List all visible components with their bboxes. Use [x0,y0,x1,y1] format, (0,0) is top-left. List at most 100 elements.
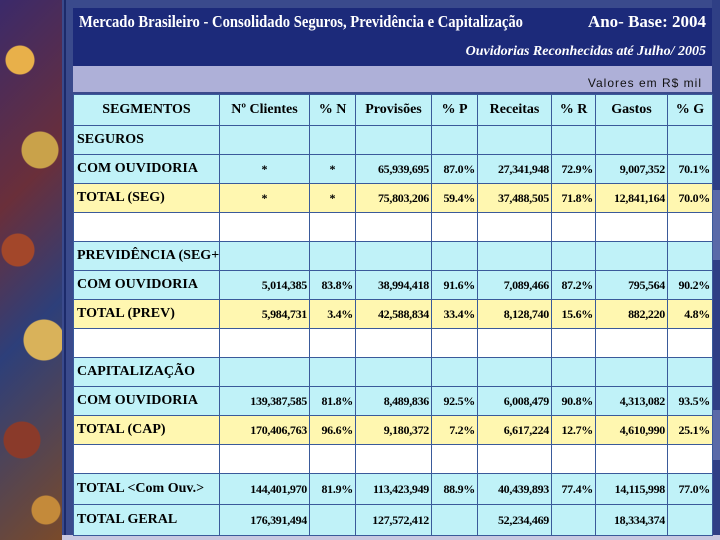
segment-cell: TOTAL (SEG) [73,183,220,213]
value-cell: 87.2% [551,270,596,300]
value-cell: 795,564 [595,270,668,300]
value-cell: 127,572,412 [355,504,432,536]
column-header: % N [309,94,356,126]
market-table: SEGMENTOS Nº Clientes % N Provisões % P … [73,94,713,536]
value-cell: 12,841,164 [595,183,668,213]
table-header-row: SEGMENTOS Nº Clientes % N Provisões % P … [73,94,713,126]
value-cell [667,357,713,387]
value-cell [355,241,432,271]
table-row: COM OUVIDORIA 139,387,585 81.8% 8,489,836 92… [73,386,713,416]
value-cell: 14,115,998 [595,473,668,505]
value-cell: 38,994,418 [355,270,432,300]
table-row: TOTAL <Com Ouv.> 144,401,970 81.9% 113,423,… [73,473,713,505]
value-cell [551,328,596,358]
value-cell [477,328,552,358]
values-note: Valores em R$ mil [587,76,702,90]
value-cell: 65,939,695 [355,154,432,184]
column-header: Provisões [355,94,432,126]
value-cell: 9,180,372 [355,415,432,445]
table-row: COM OUVIDORIA 5,014,385 83.8% 38,994,418 91.… [73,270,713,300]
value-cell: 8,489,836 [355,386,432,416]
segment-cell: COM OUVIDORIA [73,154,220,184]
value-cell: 4,313,082 [595,386,668,416]
report-subtitle: Ouvidorias Reconhecidas até Julho/ 2005 [465,44,706,59]
value-cell [219,241,310,271]
value-cell: * [309,154,356,184]
value-cell: 144,401,970 [219,473,310,505]
value-cell: * [219,154,310,184]
value-cell [219,357,310,387]
segment-cell: TOTAL (CAP) [73,415,220,445]
value-cell [219,212,310,242]
column-header: Receitas [477,94,552,126]
column-header: % G [667,94,713,126]
value-cell: * [309,183,356,213]
value-cell: 77.0% [667,473,713,505]
value-cell: 91.6% [431,270,478,300]
segment-cell [73,328,220,358]
value-cell: 9,007,352 [595,154,668,184]
value-cell: 75,803,206 [355,183,432,213]
value-cell: 882,220 [595,299,668,329]
value-cell [309,444,356,474]
value-cell [355,125,432,155]
value-cell [309,328,356,358]
value-cell [551,212,596,242]
report-panel: Mercado Brasileiro - Consolidado Seguros… [73,8,713,536]
value-cell [355,328,432,358]
segment-cell: COM OUVIDORIA [73,386,220,416]
value-cell: 88.9% [431,473,478,505]
value-cell [431,357,478,387]
value-cell [595,241,668,271]
value-cell [309,241,356,271]
value-cell [595,212,668,242]
value-cell: 15.6% [551,299,596,329]
table-row: TOTAL (CAP) 170,406,763 96.6% 9,180,372 7.2%… [73,415,713,445]
table-row: TOTAL GERAL 176,391,494 127,572,412 52,234,… [73,504,713,536]
decorative-side-art [0,0,62,540]
table-body: SEGUROS COM OUVIDORIA * * 65,939,695 87.0% 27,… [73,125,713,536]
value-cell: 27,341,948 [477,154,552,184]
value-cell [219,444,310,474]
value-cell [667,504,713,536]
table-row: CAPITALIZAÇÃO [73,357,713,387]
column-header: % R [551,94,596,126]
value-cell [355,444,432,474]
value-cell: 3.4% [309,299,356,329]
value-cell [477,357,552,387]
value-cell [431,328,478,358]
value-cell [551,125,596,155]
value-cell: 25.1% [667,415,713,445]
value-cell [309,125,356,155]
value-cell [551,444,596,474]
value-cell: 176,391,494 [219,504,310,536]
bottom-strip [62,535,720,540]
value-cell [667,444,713,474]
value-cell: 59.4% [431,183,478,213]
table-row: SEGUROS [73,125,713,155]
value-cell [431,444,478,474]
column-header: Nº Clientes [219,94,310,126]
value-cell [667,241,713,271]
column-header: % P [431,94,478,126]
value-cell: 12.7% [551,415,596,445]
value-cell: 7.2% [431,415,478,445]
value-cell [355,212,432,242]
value-cell [477,212,552,242]
report-title: Mercado Brasileiro - Consolidado Seguros… [79,12,524,31]
value-cell: * [219,183,310,213]
table-row: TOTAL (SEG) * * 75,803,206 59.4% 37,488,505 71… [73,183,713,213]
value-cell [551,504,596,536]
value-cell: 81.8% [309,386,356,416]
value-cell: 4.8% [667,299,713,329]
value-cell: 52,234,469 [477,504,552,536]
value-cell [431,125,478,155]
value-cell [667,125,713,155]
value-cell: 83.8% [309,270,356,300]
table-row: PREVIDÊNCIA (SEG+EAPP) [73,241,713,271]
value-cell: 90.8% [551,386,596,416]
table-row: TOTAL (PREV) 5,984,731 3.4% 42,588,834 33.4%… [73,299,713,329]
right-edge-mark [712,190,720,260]
side-divider [64,0,66,540]
value-cell: 18,334,374 [595,504,668,536]
